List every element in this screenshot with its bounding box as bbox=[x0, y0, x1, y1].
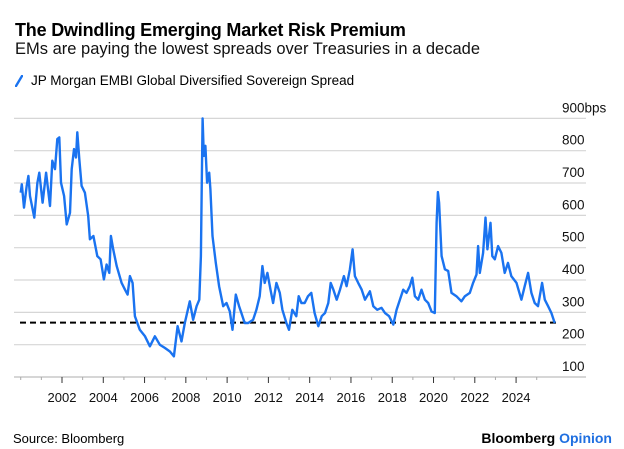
y-tick-label: 100 bbox=[562, 359, 585, 374]
series-line bbox=[19, 117, 556, 358]
legend-line-icon bbox=[15, 74, 23, 87]
y-tick-label: 600 bbox=[562, 197, 585, 212]
brand-main: Bloomberg bbox=[481, 430, 556, 446]
y-tick-label: 700 bbox=[562, 165, 585, 180]
y-axis-labels: 100 200 300 400 500 600 700 800 900bps bbox=[562, 100, 607, 374]
x-tick-label: 2008 bbox=[171, 390, 200, 405]
x-tick-label: 2022 bbox=[460, 390, 489, 405]
brand-logo: Bloomberg Opinion bbox=[481, 430, 612, 446]
x-tick-label: 2024 bbox=[502, 390, 531, 405]
y-tick-label: 200 bbox=[562, 327, 585, 342]
legend-label: JP Morgan EMBI Global Diversified Sovere… bbox=[31, 73, 355, 88]
legend: JP Morgan EMBI Global Diversified Sovere… bbox=[15, 73, 354, 88]
y-tick-label: 900bps bbox=[562, 100, 607, 115]
x-tick-label: 2014 bbox=[295, 390, 324, 405]
x-tick-label: 2006 bbox=[130, 390, 159, 405]
x-tick-label: 2010 bbox=[213, 390, 242, 405]
x-tick-label: 2020 bbox=[419, 390, 448, 405]
x-tick-label: 2018 bbox=[378, 390, 407, 405]
y-tick-label: 800 bbox=[562, 133, 585, 148]
y-tick-label: 400 bbox=[562, 262, 585, 277]
chart-subtitle: EMs are paying the lowest spreads over T… bbox=[15, 40, 480, 58]
x-tick-label: 2004 bbox=[89, 390, 118, 405]
chart-title: The Dwindling Emerging Market Risk Premi… bbox=[15, 20, 406, 40]
x-axis: 2002 2004 2006 2008 2010 2012 2014 2016 2018 2020… bbox=[20, 377, 538, 405]
x-tick-label: 2012 bbox=[254, 390, 283, 405]
x-tick-label: 2016 bbox=[336, 390, 365, 405]
y-tick-label: 500 bbox=[562, 230, 585, 245]
source-note: Source: Bloomberg bbox=[13, 431, 125, 446]
y-tick-label: 300 bbox=[562, 294, 585, 309]
brand-accent: Opinion bbox=[559, 430, 612, 446]
x-tick-label: 2002 bbox=[48, 390, 77, 405]
